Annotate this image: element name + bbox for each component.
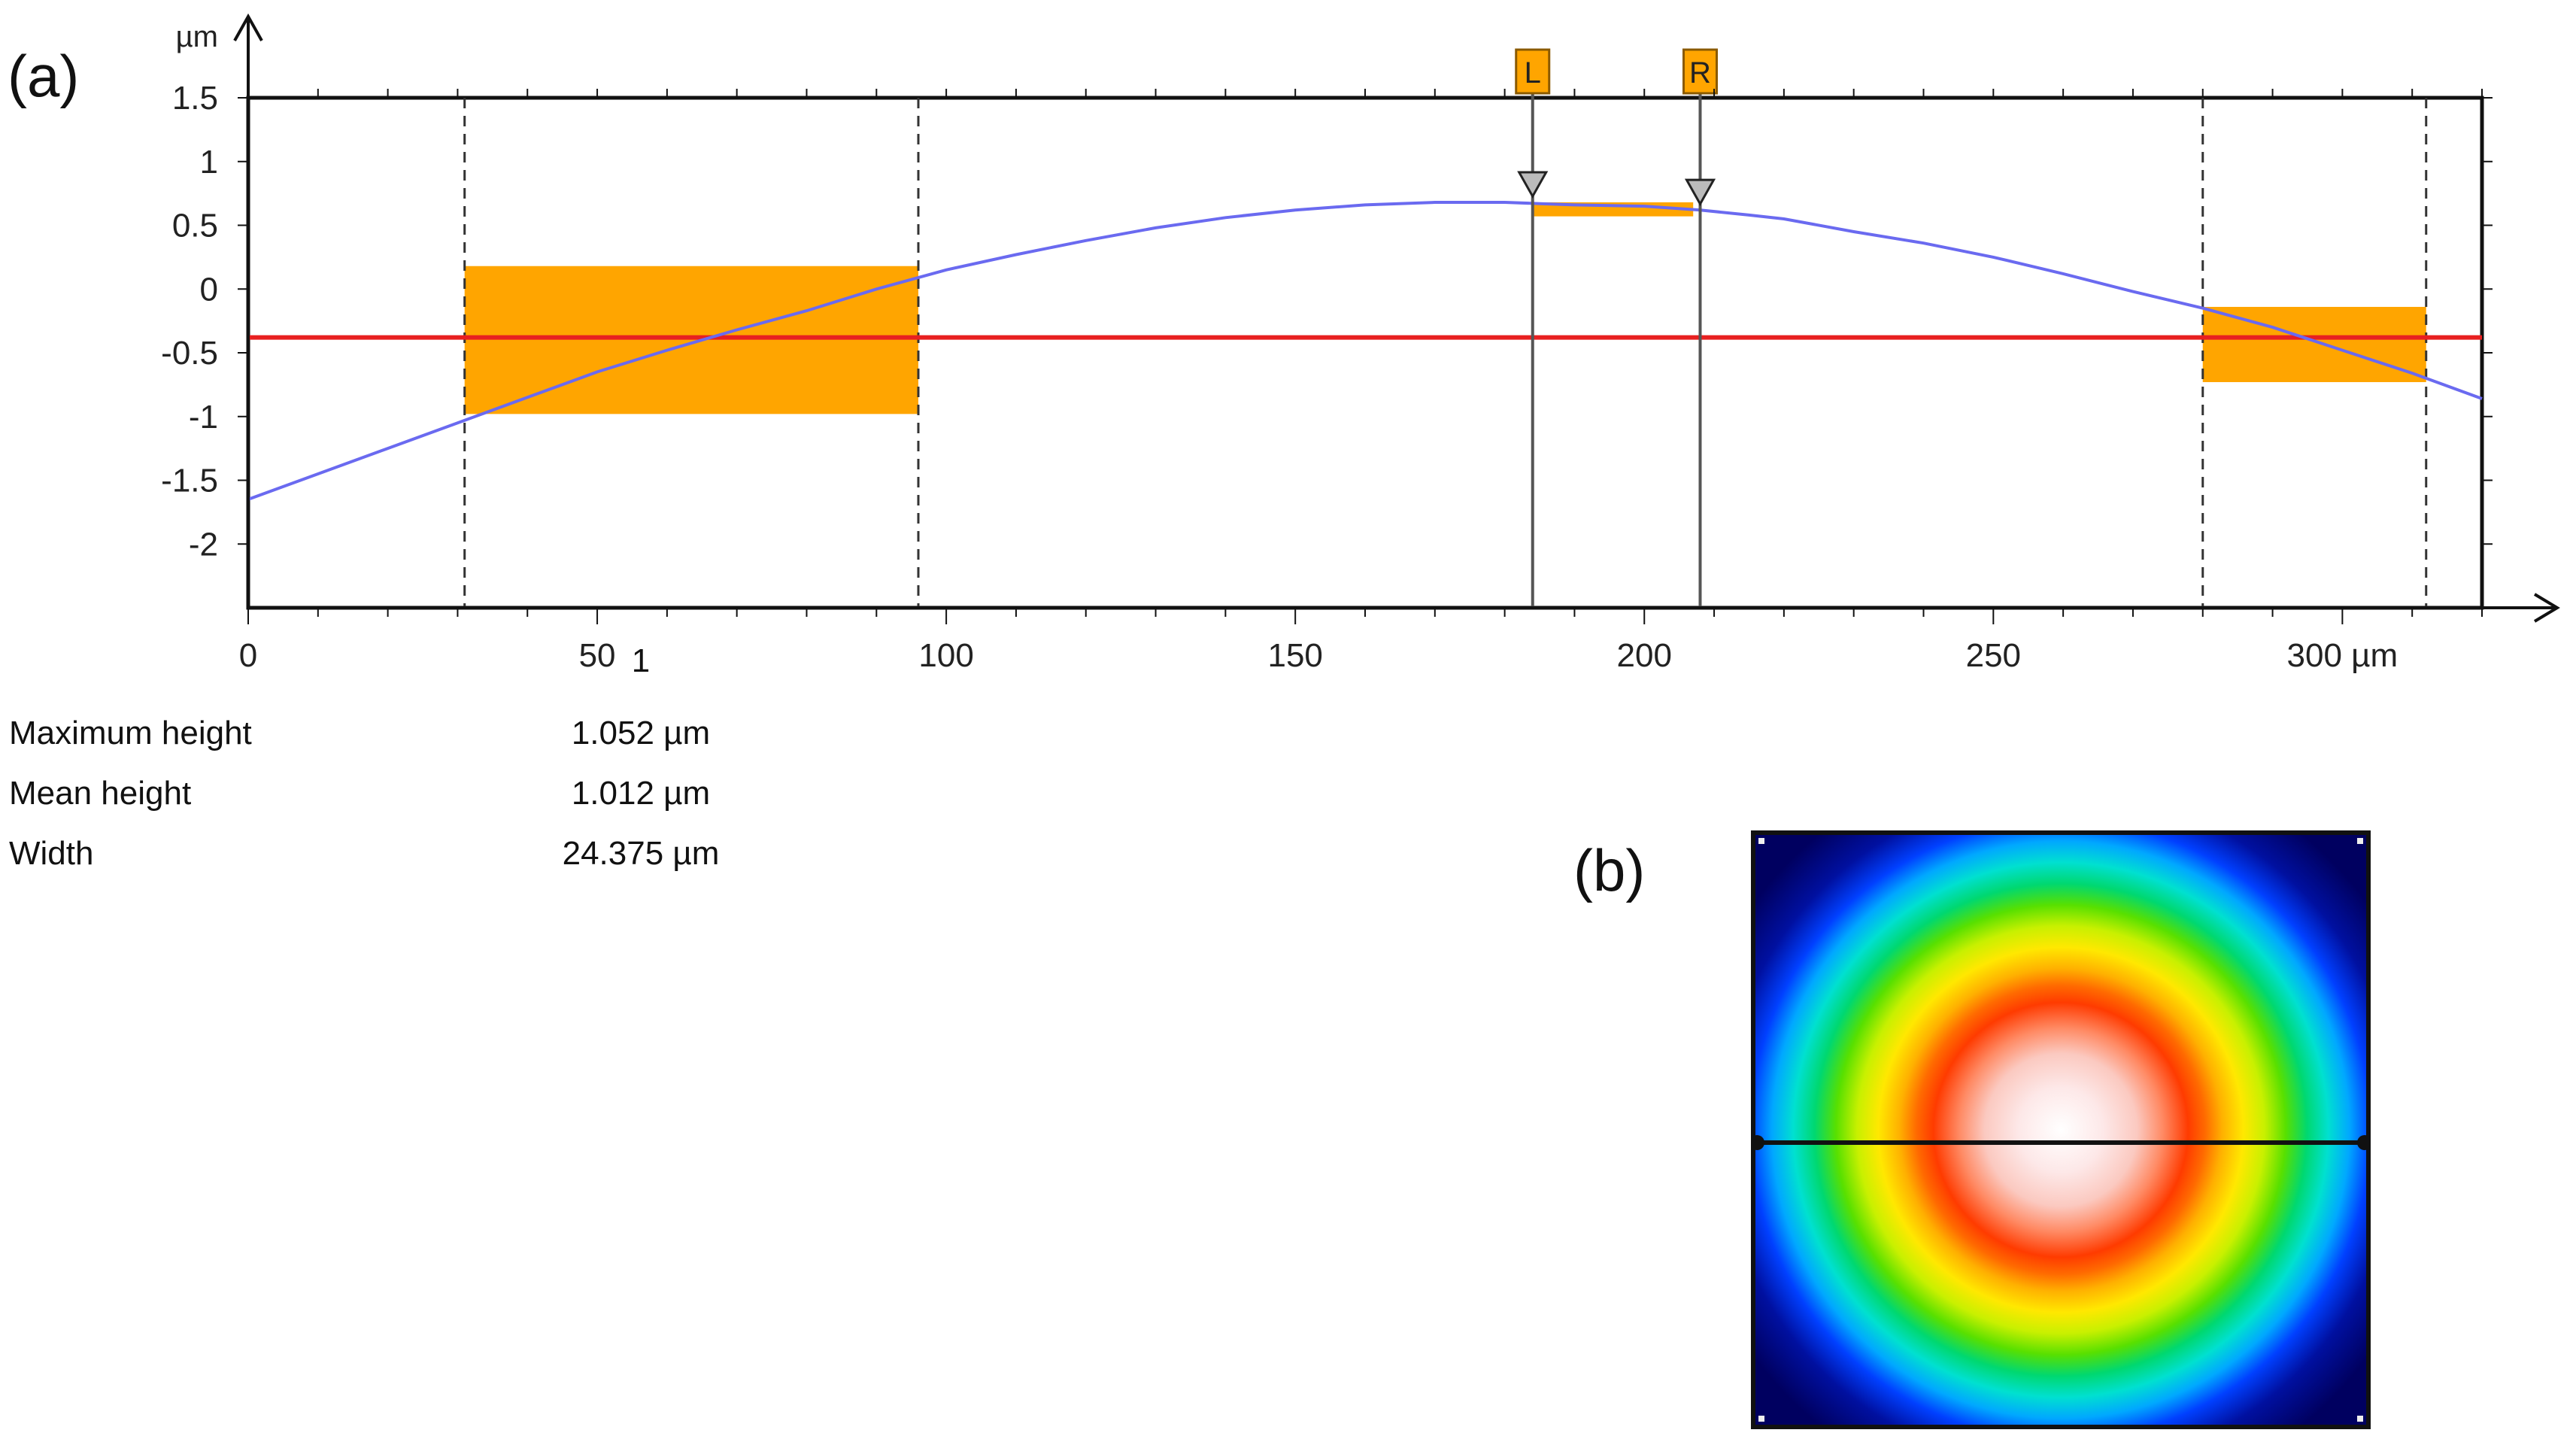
y-tick-label: -1.5 xyxy=(161,463,218,499)
cursor-tag-R xyxy=(1682,48,1718,95)
profile-section-line[interactable] xyxy=(1755,1140,2366,1145)
corner-marker xyxy=(1758,838,1764,844)
result-label-width: Width xyxy=(9,835,94,872)
profile-series-line xyxy=(247,201,2483,501)
series-layer xyxy=(247,201,2483,501)
corner-marker xyxy=(2357,1416,2363,1422)
result-value-width: 24.375 µm xyxy=(562,835,720,872)
result-label-max-height: Maximum height xyxy=(9,715,252,751)
results-row: Width 24.375 µm xyxy=(9,835,761,895)
cursor-label-L: L xyxy=(1525,56,1541,90)
height-map-image xyxy=(1751,830,2371,1429)
results-row: Mean height 1.012 µm xyxy=(9,775,761,835)
x-tick-label: 200 xyxy=(1617,637,1672,674)
results-column-header: 1 xyxy=(631,642,651,679)
region-box-1 xyxy=(464,266,918,414)
y-tick-label: 0 xyxy=(200,271,218,308)
x-tick-label: 150 xyxy=(1267,637,1322,674)
y-unit-label: µm xyxy=(176,20,218,53)
profile-line-end-handle[interactable] xyxy=(2357,1135,2366,1150)
x-tick-label: 50 xyxy=(579,637,616,674)
corner-marker xyxy=(2357,838,2363,844)
y-tick-label: 1 xyxy=(200,144,218,181)
result-label-mean-height: Mean height xyxy=(9,775,192,812)
y-tick-label: 1.5 xyxy=(172,80,218,117)
results-row: Maximum height 1.052 µm xyxy=(9,715,761,775)
cursor-marker-R xyxy=(1684,178,1716,207)
x-tick-label: 100 xyxy=(918,637,973,674)
x-tick-label: 250 xyxy=(1966,637,2021,674)
profile-line-start-handle[interactable] xyxy=(1755,1135,1764,1150)
y-tick-label: 0.5 xyxy=(172,208,218,244)
y-axis-arrow xyxy=(233,13,263,41)
cursor-marker-L xyxy=(1517,171,1549,199)
x-tick-label: 0 xyxy=(239,637,257,674)
y-tick-label: -0.5 xyxy=(161,335,218,372)
y-tick-label: -2 xyxy=(189,526,218,563)
cursor-tag-L xyxy=(1515,48,1551,95)
cursor-label-R: R xyxy=(1689,56,1711,90)
y-tick-label: -1 xyxy=(189,399,218,436)
result-value-mean-height: 1.012 µm xyxy=(571,775,711,812)
region-layer xyxy=(464,202,2426,414)
panel-label-a: (a) xyxy=(8,43,80,109)
axis-layer: 0 50 100 150 200 250 300 µm 1.5 1 0.5 0 -0.5 -1 -1.5 -… xyxy=(161,13,2560,674)
height-map-gradient xyxy=(1755,835,2366,1425)
dashed-lines-layer xyxy=(463,98,2428,608)
result-value-max-height: 1.052 µm xyxy=(571,715,711,751)
x-tick-label: 300 µm xyxy=(2287,637,2399,674)
panel-label-b: (b) xyxy=(1573,837,1646,903)
corner-marker xyxy=(1758,1416,1764,1422)
x-axis-arrow xyxy=(2533,593,2560,623)
results-table: 1 Maximum height 1.052 µm Mean height 1.… xyxy=(9,642,761,895)
